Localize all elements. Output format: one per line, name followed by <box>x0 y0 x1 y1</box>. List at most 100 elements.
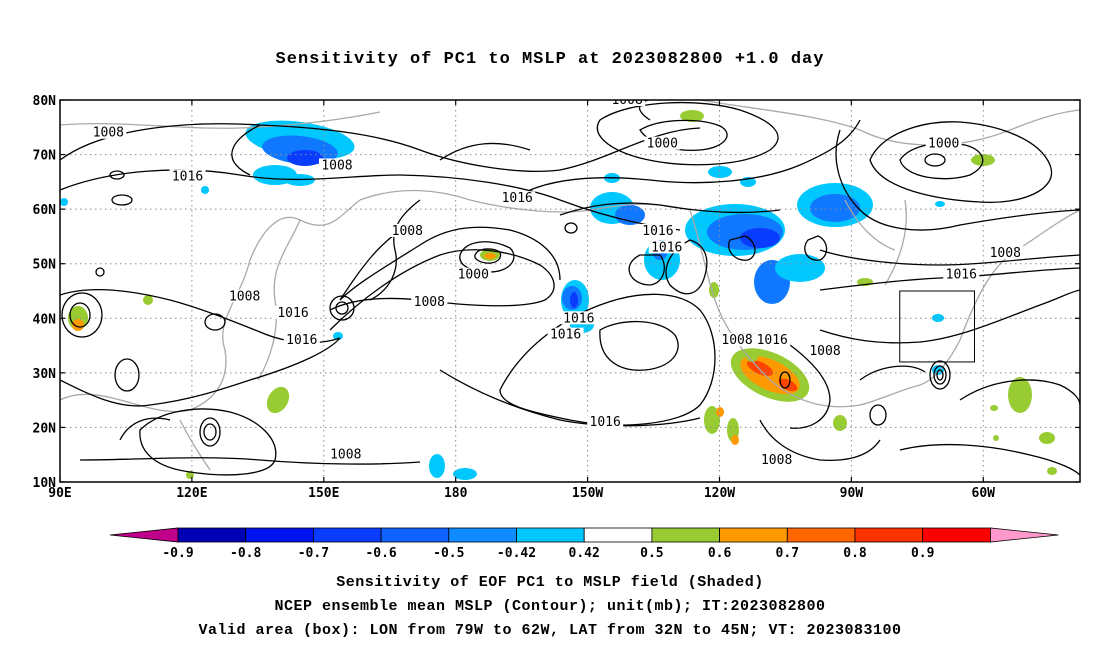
colorbar-swatch <box>245 527 314 543</box>
colorbar-swatch <box>177 527 247 543</box>
isobar <box>665 239 708 295</box>
contour-label: 1008 <box>330 448 361 463</box>
isobar <box>499 293 716 426</box>
isobar <box>69 302 91 328</box>
x-tick-label: 180 <box>444 486 468 501</box>
colorbar-label: -0.6 <box>365 546 396 561</box>
isobar <box>779 371 791 389</box>
coastline <box>859 209 1080 406</box>
y-tick-label: 40N <box>33 312 57 327</box>
contour-label-bg <box>758 453 795 467</box>
colorbar-label: -0.7 <box>298 546 329 561</box>
x-tick-label: 150E <box>308 486 339 501</box>
contour-label: 1008 <box>321 158 352 173</box>
contour-label-bg <box>499 191 536 205</box>
coastline <box>60 199 361 413</box>
contour-label: 1000 <box>647 137 678 152</box>
caption-line-3: Valid area (box): LON from 79W to 62W, L… <box>198 622 902 639</box>
isobar <box>139 408 277 476</box>
coastline-layer <box>60 100 1080 471</box>
shaded-cell <box>935 201 945 207</box>
contour-label-bg <box>275 305 312 319</box>
isobar <box>60 337 341 407</box>
isobar <box>79 457 421 465</box>
contour-label: 1016 <box>590 415 621 430</box>
contour-label: 1016 <box>502 191 533 206</box>
contour-label: 1016 <box>946 268 977 283</box>
shaded-cell <box>143 295 153 305</box>
isobar <box>339 226 561 301</box>
isobar <box>559 202 781 216</box>
contour-label: 1016 <box>550 328 581 343</box>
map-title: Sensitivity of PC1 to MSLP at 2023082800… <box>275 50 825 69</box>
y-tick-label: 60N <box>33 203 57 218</box>
contour-label: 1008 <box>611 93 642 108</box>
shaded-cell <box>932 314 944 322</box>
isobar <box>459 241 515 273</box>
shaded-cell <box>708 166 732 178</box>
contour-label-bg <box>547 327 584 341</box>
x-tick-label: 90W <box>840 486 864 501</box>
x-tick-label: 90E <box>48 486 71 501</box>
isobar <box>819 289 1080 344</box>
shaded-cell <box>60 198 68 206</box>
isobar <box>114 358 140 392</box>
isobar <box>439 369 701 427</box>
colorbar-arrow-left <box>109 527 179 543</box>
colorbar-swatch <box>922 527 991 543</box>
contour-label: 1008 <box>414 295 445 310</box>
shaded-cell <box>810 194 860 222</box>
x-tick-label: 60W <box>972 486 996 501</box>
contour-label: 1008 <box>229 289 260 304</box>
shaded-cell <box>833 415 847 431</box>
y-tick-label: 20N <box>33 421 57 436</box>
contour-label: 1008 <box>721 333 752 348</box>
shaded-cell <box>993 435 999 441</box>
contour-label-bg <box>925 136 962 150</box>
shaded-cell <box>615 205 645 225</box>
isobar <box>596 101 779 166</box>
colorbar-swatch <box>516 527 585 543</box>
grid-layer <box>60 100 1080 482</box>
contour-label: 1008 <box>93 126 124 141</box>
shaded-cell <box>746 350 758 362</box>
colorbar-label: 0.9 <box>911 546 934 561</box>
isobar <box>329 295 355 321</box>
caption-line-1: Sensitivity of EOF PC1 to MSLP field (Sh… <box>336 574 764 591</box>
x-tick-label: 120E <box>176 486 207 501</box>
coastline <box>257 219 301 381</box>
plot-frame <box>59 99 1081 483</box>
colorbar-label: -0.42 <box>497 546 536 561</box>
contour-label: 1008 <box>990 246 1021 261</box>
y-tick-label: 70N <box>33 149 57 164</box>
contour-label-bg <box>807 344 843 358</box>
contour-label: 1000 <box>928 137 959 152</box>
shaded-cell <box>266 386 290 414</box>
isobar <box>109 170 125 180</box>
shaded-cell <box>1047 467 1057 475</box>
isobar <box>819 267 1080 291</box>
colorbar-swatch <box>651 527 721 543</box>
isobar <box>474 248 502 264</box>
isobar <box>959 379 1080 406</box>
contour-label-bg <box>943 267 980 281</box>
isobar <box>929 360 951 390</box>
isobar <box>759 419 881 461</box>
contour-label: 1000 <box>458 268 489 283</box>
isobar <box>936 369 944 381</box>
colorbar-label: -0.8 <box>230 546 261 561</box>
contour-label-bg <box>327 447 364 461</box>
shaded-cell <box>333 332 343 340</box>
y-tick-label: 30N <box>33 367 57 382</box>
colorbar-label: -0.5 <box>433 546 464 561</box>
colorbar-label: 0.6 <box>708 546 732 561</box>
isobar <box>203 423 217 441</box>
isobar <box>924 153 946 167</box>
contour-label-bg <box>169 169 206 183</box>
contour-label: 1016 <box>277 306 308 321</box>
shaded-cell <box>72 319 84 331</box>
contour-label: 1016 <box>563 311 594 326</box>
isobar <box>60 123 701 172</box>
isobar <box>639 100 651 121</box>
shaded-cell <box>1039 432 1055 444</box>
